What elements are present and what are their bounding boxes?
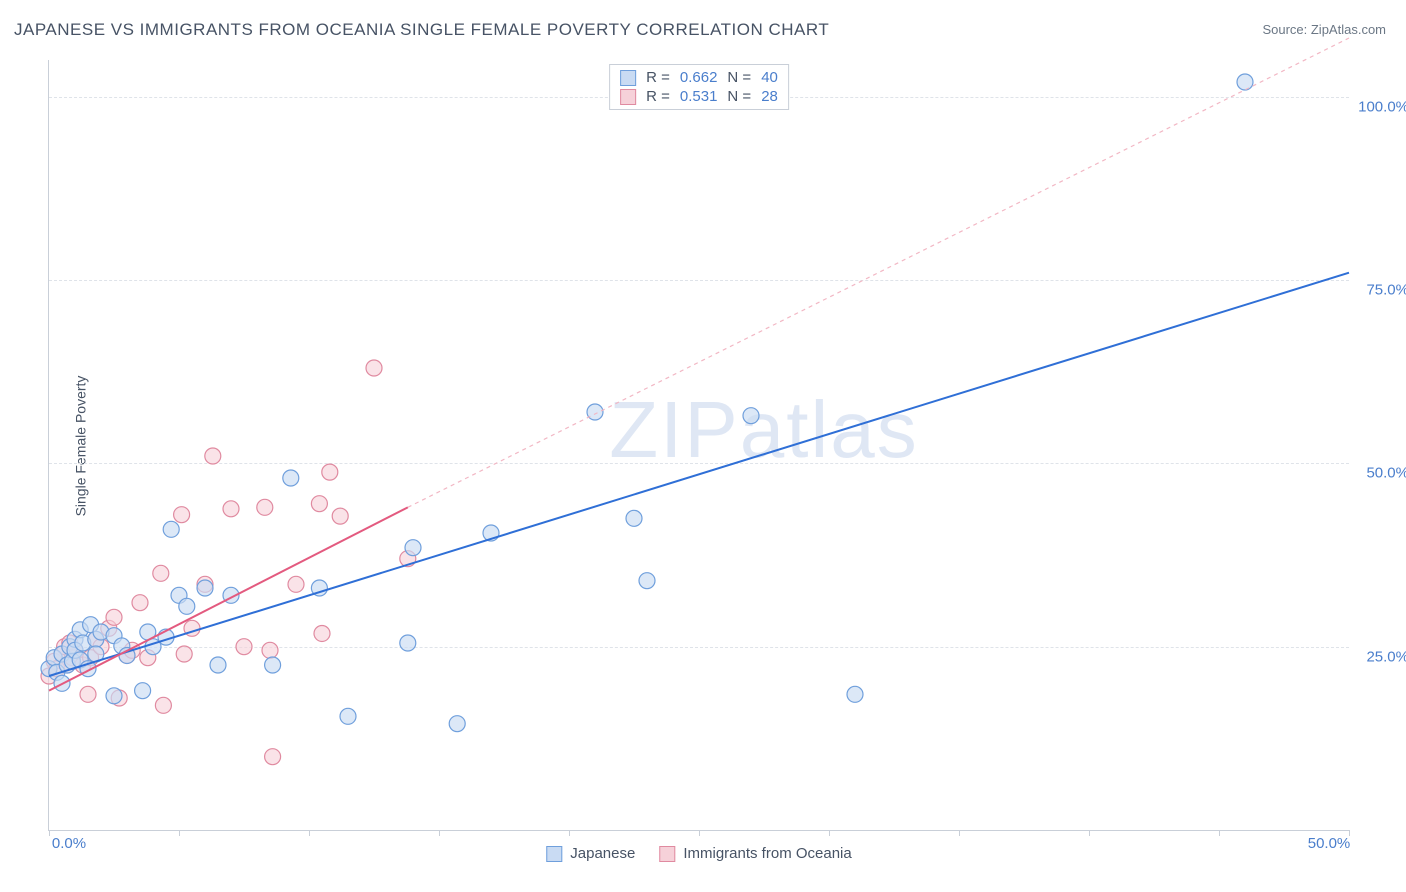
legend-n-label: N =: [727, 88, 751, 105]
marker-oceania: [223, 501, 239, 517]
legend-label: Japanese: [570, 845, 635, 862]
marker-japanese: [639, 573, 655, 589]
marker-japanese: [1237, 74, 1253, 90]
legend-bottom-item: Immigrants from Oceania: [659, 845, 851, 862]
marker-oceania: [314, 625, 330, 641]
legend-n-value: 28: [761, 88, 778, 105]
marker-oceania: [332, 508, 348, 524]
legend-label: Immigrants from Oceania: [683, 845, 851, 862]
chart-title: JAPANESE VS IMMIGRANTS FROM OCEANIA SING…: [14, 20, 829, 40]
x-tick: [1219, 830, 1220, 836]
marker-japanese: [400, 635, 416, 651]
y-tick-label: 100.0%: [1358, 98, 1406, 115]
chart-area: ZIPatlas R = 0.662 N = 40 R = 0.531 N = …: [48, 60, 1349, 831]
legend-top: R = 0.662 N = 40 R = 0.531 N = 28: [609, 64, 789, 110]
legend-swatch: [546, 846, 562, 862]
marker-japanese: [449, 716, 465, 732]
x-tick: [569, 830, 570, 836]
legend-bottom-item: Japanese: [546, 845, 635, 862]
marker-japanese: [197, 580, 213, 596]
marker-oceania: [265, 749, 281, 765]
marker-oceania: [205, 448, 221, 464]
trendline-japanese: [49, 273, 1349, 676]
x-tick: [439, 830, 440, 836]
marker-oceania: [288, 576, 304, 592]
marker-oceania: [236, 639, 252, 655]
legend-top-row: R = 0.531 N = 28: [620, 88, 778, 105]
marker-oceania: [262, 642, 278, 658]
marker-japanese: [163, 521, 179, 537]
marker-japanese: [626, 510, 642, 526]
marker-oceania: [176, 646, 192, 662]
x-tick: [959, 830, 960, 836]
legend-n-value: 40: [761, 69, 778, 86]
marker-oceania: [80, 686, 96, 702]
marker-oceania: [174, 507, 190, 523]
marker-japanese: [179, 598, 195, 614]
marker-oceania: [106, 609, 122, 625]
legend-top-row: R = 0.662 N = 40: [620, 69, 778, 86]
marker-japanese: [283, 470, 299, 486]
legend-r-label: R =: [646, 88, 670, 105]
plot-svg: [49, 60, 1349, 830]
marker-japanese: [847, 686, 863, 702]
marker-oceania: [257, 499, 273, 515]
legend-r-label: R =: [646, 69, 670, 86]
marker-japanese: [743, 408, 759, 424]
marker-oceania: [132, 595, 148, 611]
legend-n-label: N =: [727, 69, 751, 86]
x-tick: [1089, 830, 1090, 836]
marker-japanese: [106, 688, 122, 704]
x-tick: [49, 830, 50, 836]
marker-oceania: [366, 360, 382, 376]
marker-japanese: [210, 657, 226, 673]
y-tick-label: 25.0%: [1366, 648, 1406, 665]
y-tick-label: 75.0%: [1366, 282, 1406, 299]
source-text: Source: ZipAtlas.com: [1262, 22, 1386, 37]
marker-oceania: [311, 496, 327, 512]
x-tick-label: 50.0%: [1308, 835, 1351, 852]
legend-r-value: 0.531: [680, 88, 718, 105]
x-tick: [309, 830, 310, 836]
legend-r-value: 0.662: [680, 69, 718, 86]
y-tick-label: 50.0%: [1366, 465, 1406, 482]
marker-oceania: [322, 464, 338, 480]
marker-oceania: [153, 565, 169, 581]
trendline-oceania: [49, 507, 408, 690]
x-tick-label: 0.0%: [52, 835, 86, 852]
marker-japanese: [340, 708, 356, 724]
marker-oceania: [155, 697, 171, 713]
legend-bottom: Japanese Immigrants from Oceania: [546, 845, 851, 862]
legend-swatch: [620, 89, 636, 105]
legend-swatch: [620, 70, 636, 86]
marker-japanese: [587, 404, 603, 420]
trendline-ext-oceania: [408, 38, 1349, 507]
x-tick: [829, 830, 830, 836]
legend-swatch: [659, 846, 675, 862]
x-tick: [179, 830, 180, 836]
marker-japanese: [135, 683, 151, 699]
marker-japanese: [405, 540, 421, 556]
x-tick: [699, 830, 700, 836]
marker-japanese: [265, 657, 281, 673]
